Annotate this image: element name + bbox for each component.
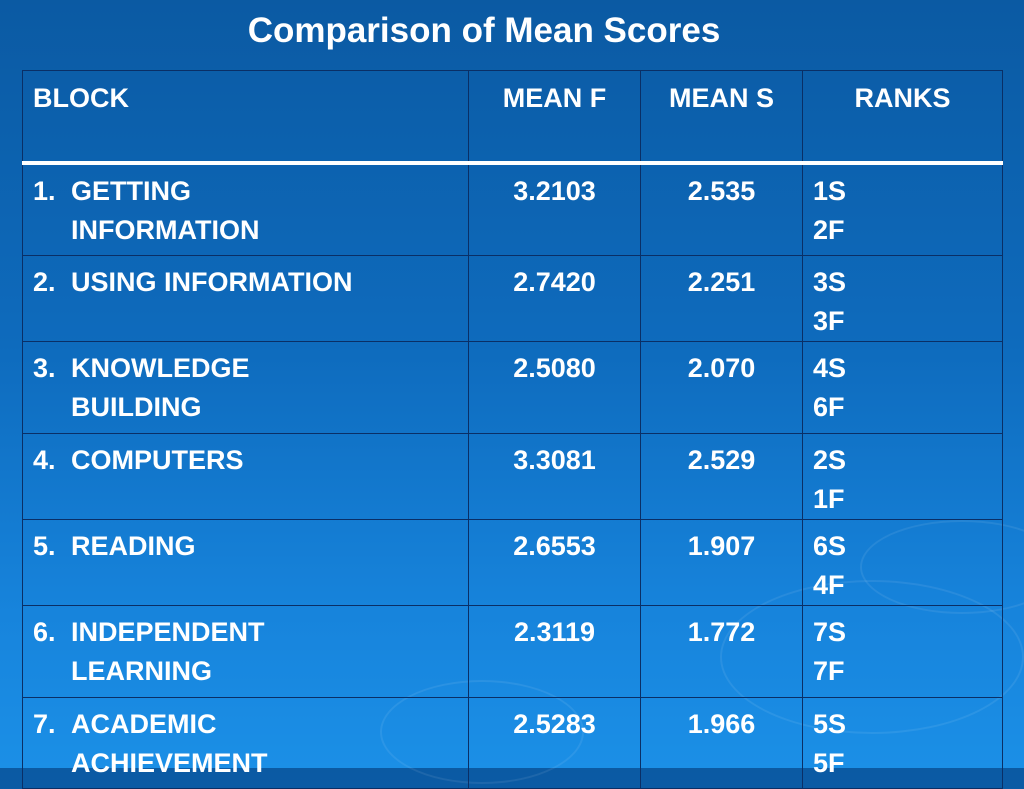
block: 2. USING INFORMATION	[33, 263, 458, 302]
rank: 1F	[813, 484, 845, 514]
ranks-cell: 6S4F	[802, 519, 1003, 606]
title: Comparison of Mean Scores	[247, 11, 721, 50]
rank: 2S	[813, 445, 847, 475]
ranks-cell: 2S1F	[802, 433, 1003, 520]
label-line: INDEPENDENT	[71, 617, 265, 647]
label-line: BUILDING	[71, 392, 202, 422]
block-cell: 7. ACADEMIC ACHIEVEMENT	[22, 697, 469, 789]
block-number: 4.	[33, 445, 56, 475]
header-cell: MEAN F	[468, 70, 641, 165]
label-line: USING INFORMATION	[71, 267, 353, 297]
header-cell: BLOCK	[22, 70, 469, 165]
mean-f: 3.3081	[468, 433, 641, 520]
label-line: ACHIEVEMENT	[71, 748, 268, 778]
label-line: ACADEMIC	[71, 709, 217, 739]
block-number: 7.	[33, 709, 56, 739]
mean-s: 2.529	[640, 433, 803, 520]
block: 5. READING	[33, 527, 458, 566]
block-label: KNOWLEDGE BUILDING	[71, 349, 250, 427]
rank: 4S	[813, 353, 847, 383]
block-label: INDEPENDENT LEARNING	[71, 613, 265, 691]
block: 1. GETTING INFORMATION	[33, 172, 458, 250]
ranks-cell: 5S5F	[802, 697, 1003, 789]
header-cell: RANKS	[802, 70, 1003, 165]
block-cell: 2. USING INFORMATION	[22, 255, 469, 342]
block-number: 1.	[33, 175, 56, 206]
block-label: USING INFORMATION	[71, 263, 352, 302]
block-label: GETTING INFORMATION	[71, 172, 259, 250]
block-number: 2.	[33, 267, 56, 297]
label-line: INFORMATION	[71, 214, 260, 245]
row: 6. INDEPENDENT LEARNING 2.3119 1.772 7S7F	[22, 605, 1003, 698]
block: 3. KNOWLEDGE BUILDING	[33, 349, 458, 427]
ranks-cell: 7S7F	[802, 605, 1003, 698]
mean-s: 1.907	[640, 519, 803, 606]
mean-f: 2.3119	[468, 605, 641, 698]
mean-f: 2.7420	[468, 255, 641, 342]
label-line: COMPUTERS	[71, 445, 244, 475]
rank: 7S	[813, 617, 847, 647]
rank: 7F	[813, 656, 845, 686]
rank: 2F	[813, 214, 845, 245]
ranks-cell: 1S2F	[802, 162, 1003, 256]
block-label: ACADEMIC ACHIEVEMENT	[71, 705, 268, 783]
block: 6. INDEPENDENT LEARNING	[33, 613, 458, 691]
mean-s: 1.772	[640, 605, 803, 698]
block-cell: 6. INDEPENDENT LEARNING	[22, 605, 469, 698]
row: 1. GETTING INFORMATION 3.2103 2.535 1S2F	[22, 162, 1003, 256]
block: 7. ACADEMIC ACHIEVEMENT	[33, 705, 458, 783]
block: 4. COMPUTERS	[33, 441, 458, 480]
block-cell: 4. COMPUTERS	[22, 433, 469, 520]
row: 4. COMPUTERS 3.3081 2.529 2S1F	[22, 433, 1003, 520]
header-row: BLOCK MEAN F MEAN S RANKS	[22, 70, 1003, 165]
mean-f: 3.2103	[468, 162, 641, 256]
rank: 6F	[813, 392, 845, 422]
label-line: KNOWLEDGE	[71, 353, 250, 383]
label-line: READING	[71, 531, 196, 561]
rank: 4F	[813, 570, 845, 600]
label-line: GETTING	[71, 175, 191, 206]
rank: 1S	[813, 175, 847, 206]
block-number: 6.	[33, 617, 56, 647]
mean-f: 2.5080	[468, 341, 641, 434]
rank: 3F	[813, 306, 845, 336]
block-label: COMPUTERS	[71, 441, 244, 480]
mean-f: 2.5283	[468, 697, 641, 789]
ranks-cell: 3S3F	[802, 255, 1003, 342]
row: 2. USING INFORMATION 2.7420 2.251 3S3F	[22, 255, 1003, 342]
block-cell: 3. KNOWLEDGE BUILDING	[22, 341, 469, 434]
label-line: LEARNING	[71, 656, 212, 686]
mean-f: 2.6553	[468, 519, 641, 606]
table: BLOCK MEAN F MEAN S RANKS 1. GETTING INFORMATI…	[22, 70, 1003, 789]
mean-s: 2.070	[640, 341, 803, 434]
block-cell: 1. GETTING INFORMATION	[22, 162, 469, 256]
header-cell: MEAN S	[640, 70, 803, 165]
block-number: 3.	[33, 353, 56, 383]
row: 7. ACADEMIC ACHIEVEMENT 2.5283 1.966 5S5F	[22, 697, 1003, 789]
rank: 3S	[813, 267, 847, 297]
block-cell: 5. READING	[22, 519, 469, 606]
row: 3. KNOWLEDGE BUILDING 2.5080 2.070 4S6F	[22, 341, 1003, 434]
ranks-cell: 4S6F	[802, 341, 1003, 434]
block-label: READING	[71, 527, 196, 566]
row: 5. READING 2.6553 1.907 6S4F	[22, 519, 1003, 606]
rank: 5F	[813, 748, 845, 778]
mean-s: 1.966	[640, 697, 803, 789]
block-number: 5.	[33, 531, 56, 561]
mean-s: 2.251	[640, 255, 803, 342]
mean-s: 2.535	[640, 162, 803, 256]
rank: 6S	[813, 531, 847, 561]
rank: 5S	[813, 709, 847, 739]
